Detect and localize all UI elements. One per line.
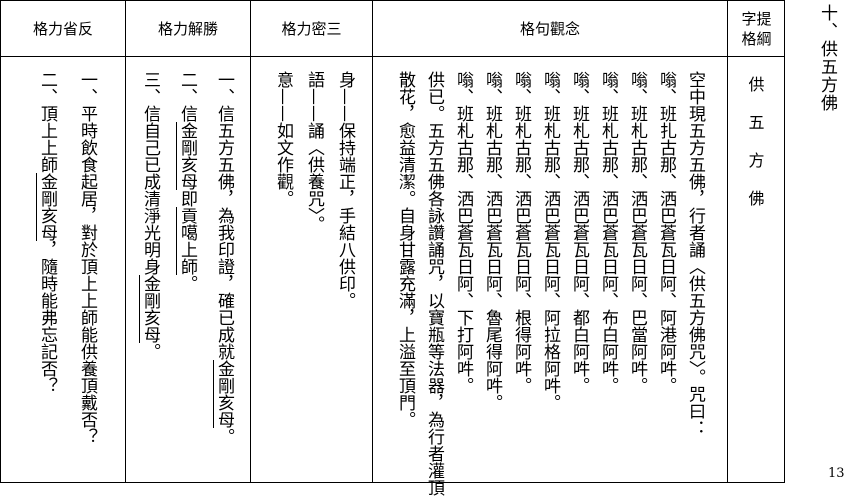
column-text: 空中現五方五佛，行者誦〈供五方佛咒〉。咒曰： 嗡、班扎古那、洒巴蒼瓦日阿、阿港阿吽… [390,71,709,496]
proper-name-mark: 金剛亥母 [36,173,57,241]
text-line: 意——如文作觀。 [267,71,298,309]
text-line: 語——誦〈供養咒〉。 [298,71,329,309]
column-three-secrets: 格力密三 身——保持端正，手結八供印。 語——誦〈供養咒〉。 意——如文作觀。 [251,1,373,482]
text-segment: 嗡、班札古那、洒巴蒼瓦日阿、根得阿吽。 [511,71,531,394]
keyword-char: 五 [748,113,765,132]
text-segment: 散花，愈益清潔。自身甘露充滿，上溢至頂門。 [395,71,415,428]
column-header: 格力省反 [1,1,125,57]
keyword-char: 供 [748,75,765,94]
text-line: 嗡、班札古那、洒巴蒼瓦日阿、魯尾得阿吽。 [477,71,506,496]
column-header: 格力密三 [251,1,372,57]
text-line: 嗡、班札古那、洒巴蒼瓦日阿、都白阿吽。 [564,71,593,496]
text-segment: 供已。五方五佛各詠讚誦咒，以寶瓶等法器，為行者灌頂 [424,71,444,496]
column-text: 身——保持端正，手結八供印。 語——誦〈供養咒〉。 意——如文作觀。 [267,71,360,309]
column-reflection: 格力省反 一、平時飲食起居，對於頂上上師能供養頂戴否？ 二、頂上上師金剛亥母，隨時… [1,1,126,482]
keyword-chars: 供 五 方 佛 [728,71,785,223]
text-segment: 嗡、班扎古那、洒巴蒼瓦日阿、阿港阿吽。 [656,71,676,394]
text-segment: 一、平時飲食起居，對於頂上上師能供養頂戴否？ [77,71,97,445]
column-conviction: 格力解勝 一、信五方五佛，為我印證，確已成就金剛亥母。 二、信金剛亥母即貢噶上師。… [126,1,251,482]
text-line: 嗡、班札古那、洒巴蒼瓦日阿、下打阿吽。 [448,71,477,496]
page-title: 十、供五方佛 [817,4,837,112]
text-segment: 空中現五方五佛，行者誦〈供五方佛咒〉。咒曰： [685,71,705,437]
text-segment: 即 [177,190,197,207]
proper-name-mark: 貢噶上師 [176,207,197,275]
column-header: 格力解勝 [126,1,250,57]
proper-name-mark: 金剛亥母 [139,275,160,343]
text-segment: 嗡、班札古那、洒巴蒼瓦日阿、布白阿吽。 [598,71,618,394]
text-line: 身——保持端正，手結八供印。 [329,71,360,309]
column-text: 一、平時飲食起居，對於頂上上師能供養頂戴否？ 二、頂上上師金剛亥母，隨時能弗忘記否… [27,71,107,445]
text-line: 散花，愈益清潔。自身甘露充滿，上溢至頂門。 [390,71,419,496]
text-line: 嗡、班札古那、洒巴蒼瓦日阿、巴當阿吽。 [622,71,651,496]
text-line: 二、頂上上師金剛亥母，隨時能弗忘記否？ [27,71,67,445]
keyword-char: 方 [748,151,765,170]
text-line: 嗡、班札古那、洒巴蒼瓦日阿、根得阿吽。 [506,71,535,496]
text-segment: 二、信 [177,71,197,122]
text-line: 供已。五方五佛各詠讚誦咒，以寶瓶等法器，為行者灌頂 [419,71,448,496]
column-visualization: 格句觀念 空中現五方五佛，行者誦〈供五方佛咒〉。咒曰： 嗡、班扎古那、洒巴蒼瓦日阿… [373,1,728,496]
text-segment: 嗡、班札古那、洒巴蒼瓦日阿、巴當阿吽。 [627,71,647,394]
text-line: 一、平時飲食起居，對於頂上上師能供養頂戴否？ [67,71,107,445]
header-line: 格綱 [741,29,772,48]
text-segment: 嗡、班札古那、洒巴蒼瓦日阿、下打阿吽。 [453,71,473,394]
text-line: 空中現五方五佛，行者誦〈供五方佛咒〉。咒曰： [680,71,709,496]
text-line: 三、信自己已成清淨光明身金剛亥母。 [131,71,168,445]
text-segment: 。 [140,343,160,360]
text-line: 嗡、班扎古那、洒巴蒼瓦日阿、阿港阿吽。 [651,71,680,496]
text-segment: 。 [214,428,234,445]
text-line: 嗡、班札古那、洒巴蒼瓦日阿、阿拉格阿吽。 [535,71,564,496]
page-number: 13 [828,466,845,481]
keyword-char: 佛 [748,189,765,208]
column-keyword: 字提 格綱 供 五 方 佛 [728,1,785,482]
text-segment: 一、信五方五佛，為我印證，確已成就 [214,71,234,360]
text-segment: 。 [177,275,197,292]
text-line: 一、信五方五佛，為我印證，確已成就金剛亥母。 [205,71,242,445]
column-header: 格句觀念 [373,1,727,57]
text-segment: 意——如文作觀。 [273,71,293,207]
text-line: 嗡、班札古那、洒巴蒼瓦日阿、布白阿吽。 [593,71,622,496]
text-segment: 嗡、班札古那、洒巴蒼瓦日阿、阿拉格阿吽。 [540,71,560,411]
proper-name-mark: 金剛亥母 [213,360,234,428]
text-segment: 嗡、班札古那、洒巴蒼瓦日阿、魯尾得阿吽。 [482,71,502,411]
column-header: 字提 格綱 [728,1,785,57]
text-segment: 二、頂上上師 [37,71,57,173]
text-segment: ，隨時能弗忘記否？ [37,241,57,394]
text-line: 二、信金剛亥母即貢噶上師。 [168,71,205,445]
column-text: 一、信五方五佛，為我印證，確已成就金剛亥母。 二、信金剛亥母即貢噶上師。 三、信自己… [131,71,242,445]
practice-table: 格力省反 一、平時飲食起居，對於頂上上師能供養頂戴否？ 二、頂上上師金剛亥母，隨時… [0,0,785,496]
header-line: 字提 [741,9,772,28]
proper-name-mark: 金剛亥母 [176,122,197,190]
text-segment: 身——保持端正，手結八供印。 [335,71,355,309]
text-segment: 三、信自己已成清淨光明身 [140,71,160,275]
text-segment: 嗡、班札古那、洒巴蒼瓦日阿、都白阿吽。 [569,71,589,394]
text-segment: 語——誦〈供養咒〉。 [304,71,324,233]
